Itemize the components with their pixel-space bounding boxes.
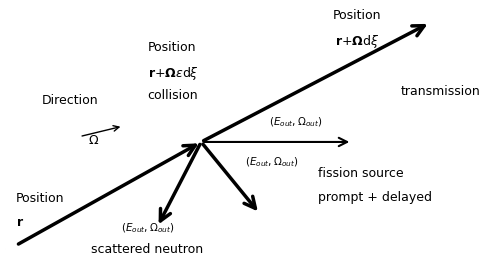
Text: $\mathbf{r}$+$\boldsymbol{\Omega}\varepsilon$d$\xi$: $\mathbf{r}$+$\boldsymbol{\Omega}\vareps… — [148, 65, 198, 82]
Text: $\mathbf{r}$+$\boldsymbol{\Omega}$d$\xi$: $\mathbf{r}$+$\boldsymbol{\Omega}$d$\xi$ — [335, 33, 379, 50]
Text: collision: collision — [148, 89, 198, 102]
Text: $(E_{out},\Omega_{out})$: $(E_{out},\Omega_{out})$ — [270, 115, 323, 129]
Text: transmission: transmission — [401, 85, 480, 98]
Text: $\Omega$: $\Omega$ — [88, 134, 100, 147]
Text: Position: Position — [148, 41, 196, 54]
Text: $(E_{out},\Omega_{out})$: $(E_{out},\Omega_{out})$ — [121, 222, 174, 235]
Text: Position: Position — [333, 9, 382, 22]
Text: $(E_{out},\Omega_{out})$: $(E_{out},\Omega_{out})$ — [245, 155, 298, 169]
Text: Direction: Direction — [42, 95, 98, 107]
Text: fission source: fission source — [318, 167, 404, 180]
Text: prompt + delayed: prompt + delayed — [318, 191, 432, 204]
Text: scattered neutron: scattered neutron — [92, 243, 204, 256]
Text: $\mathbf{r}$: $\mathbf{r}$ — [16, 216, 24, 229]
Text: Position: Position — [16, 192, 64, 205]
